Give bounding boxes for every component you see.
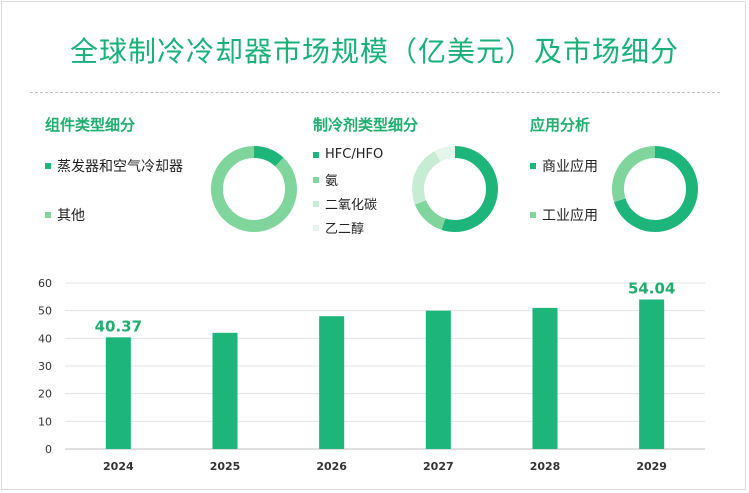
- legend-label: 其他: [57, 208, 85, 224]
- legend-swatch: [530, 212, 536, 218]
- legend-item-hfc: HFC/HFO: [313, 147, 383, 162]
- title-divider: [30, 92, 720, 93]
- donut-slice-1: [612, 146, 698, 232]
- donut-slice-1: [211, 146, 297, 232]
- donut-slice-2: [412, 146, 498, 232]
- bar-2027: [425, 310, 451, 449]
- section-title-application: 应用分析: [530, 116, 591, 134]
- legend-label: 二氧化碳: [325, 198, 378, 213]
- x-tick-label: 2028: [530, 460, 561, 473]
- y-tick-label: 0: [45, 443, 52, 456]
- legend-swatch: [313, 151, 319, 158]
- bar-2024: [105, 337, 131, 449]
- donut-slice-3: [412, 146, 498, 232]
- legend-swatch: [530, 163, 536, 169]
- legend-swatch: [313, 176, 319, 183]
- data-label: 40.37: [95, 317, 142, 335]
- y-tick-label: 40: [38, 332, 52, 345]
- bar-2025: [212, 332, 238, 449]
- legend-swatch: [45, 212, 51, 218]
- y-tick-label: 50: [38, 305, 52, 318]
- legend-item-co2: 二氧化碳: [313, 194, 377, 213]
- legend-label: 工业应用: [542, 208, 598, 224]
- x-tick-label: 2025: [210, 460, 241, 473]
- section-title-refrigerant: 制冷剂类型细分: [313, 116, 419, 134]
- y-tick-label: 10: [38, 415, 52, 428]
- y-tick-label: 60: [38, 277, 52, 290]
- legend-swatch: [313, 200, 319, 207]
- y-tick-label: 30: [38, 360, 52, 373]
- legend-label: 乙二醇: [325, 222, 365, 237]
- x-tick-label: 2026: [316, 460, 347, 473]
- legend-item-glycol: 乙二醇: [313, 218, 364, 237]
- legend-item-ammonia: 氨: [313, 170, 338, 189]
- bar-chart: 0 10 20 30 40 50 60 2024 40.37 2025 2026 2027 2028 20…: [38, 277, 705, 473]
- legend-label: HFC/HFO: [325, 147, 384, 162]
- donut-chart-application: [612, 146, 698, 232]
- legend-item-commercial: 商业应用: [530, 156, 598, 176]
- legend-item-other: 其他: [45, 205, 85, 225]
- x-tick-label: 2029: [636, 460, 667, 473]
- donut-chart-refrigerant: [412, 146, 498, 232]
- bar-2029: [639, 299, 665, 449]
- section-title-component: 组件类型细分: [45, 116, 136, 134]
- bar-2028: [532, 307, 558, 449]
- bar-2026: [319, 316, 345, 449]
- legend-label: 商业应用: [542, 159, 598, 175]
- x-tick-label: 2027: [423, 460, 454, 473]
- legend-item-evaporator: 蒸发器和空气冷却器: [45, 156, 183, 176]
- page-title: 全球制冷冷却器市场规模（亿美元）及市场细分: [69, 35, 679, 68]
- legend-label: 蒸发器和空气冷却器: [57, 159, 183, 175]
- y-tick-label: 20: [38, 388, 52, 401]
- legend-swatch: [45, 163, 51, 169]
- donut-chart-component: [211, 146, 297, 232]
- x-tick-label: 2024: [103, 460, 134, 473]
- legend-swatch: [313, 224, 319, 231]
- legend-label: 氨: [325, 174, 339, 189]
- data-label: 54.04: [628, 279, 675, 297]
- legend-item-industrial: 工业应用: [530, 205, 598, 225]
